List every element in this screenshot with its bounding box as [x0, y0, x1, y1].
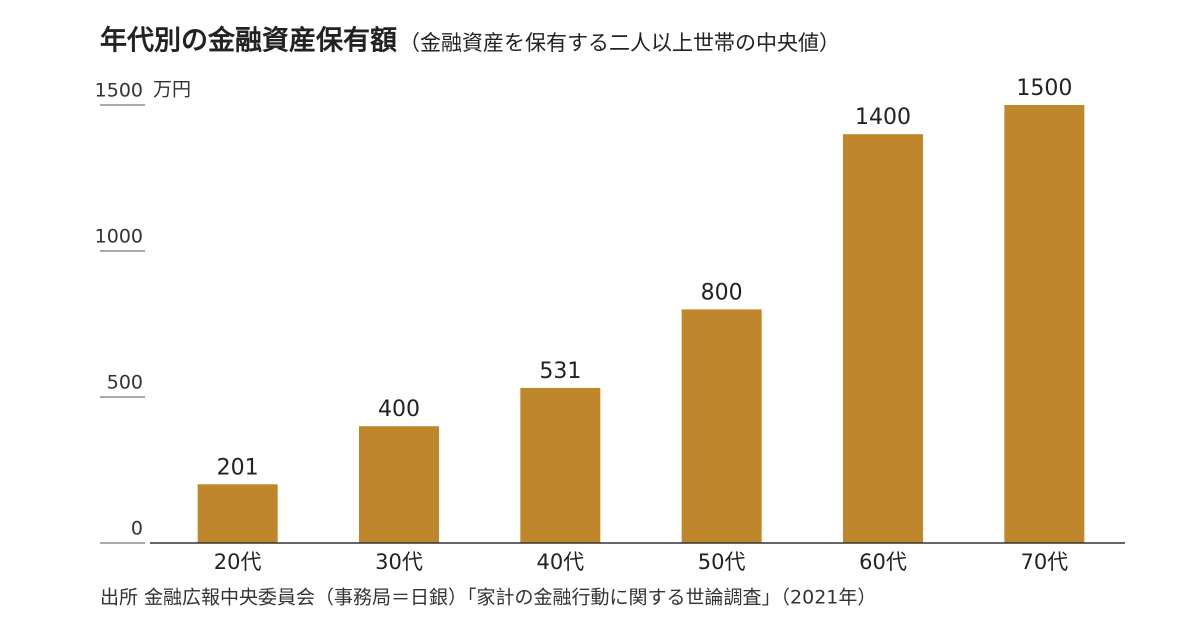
- source-note: 出所 金融広報中央委員会（事務局＝日銀）「家計の金融行動に関する世論調査」（20…: [100, 587, 876, 609]
- y-tick-label: 1500: [95, 80, 143, 102]
- chart-subtitle: （金融資産を保有する二人以上世帯の中央値）: [399, 31, 840, 55]
- x-tick-label: 60代: [859, 550, 907, 574]
- x-tick-label: 70代: [1020, 550, 1068, 574]
- data-label: 400: [378, 397, 420, 422]
- y-tick-label: 1000: [95, 226, 143, 248]
- bar: [197, 484, 278, 543]
- data-label: 1500: [1016, 76, 1072, 101]
- data-label: 1400: [855, 105, 911, 130]
- data-label: 201: [217, 455, 259, 480]
- x-tick-label: 20代: [214, 550, 262, 574]
- y-unit: 万円: [153, 79, 191, 101]
- x-tick-label: 50代: [698, 550, 746, 574]
- x-tick-label: 30代: [375, 550, 423, 574]
- x-tick-label: 40代: [536, 550, 584, 574]
- bar: [359, 426, 439, 543]
- data-label: 800: [701, 280, 743, 305]
- data-label: 531: [539, 359, 581, 384]
- bar: [1004, 105, 1085, 543]
- y-tick-label: 0: [131, 518, 143, 540]
- bar: [681, 309, 762, 543]
- bar: [843, 134, 923, 543]
- bar: [520, 387, 601, 543]
- y-tick-label: 500: [107, 372, 143, 394]
- chart-title: 年代別の金融資産保有額: [100, 25, 397, 57]
